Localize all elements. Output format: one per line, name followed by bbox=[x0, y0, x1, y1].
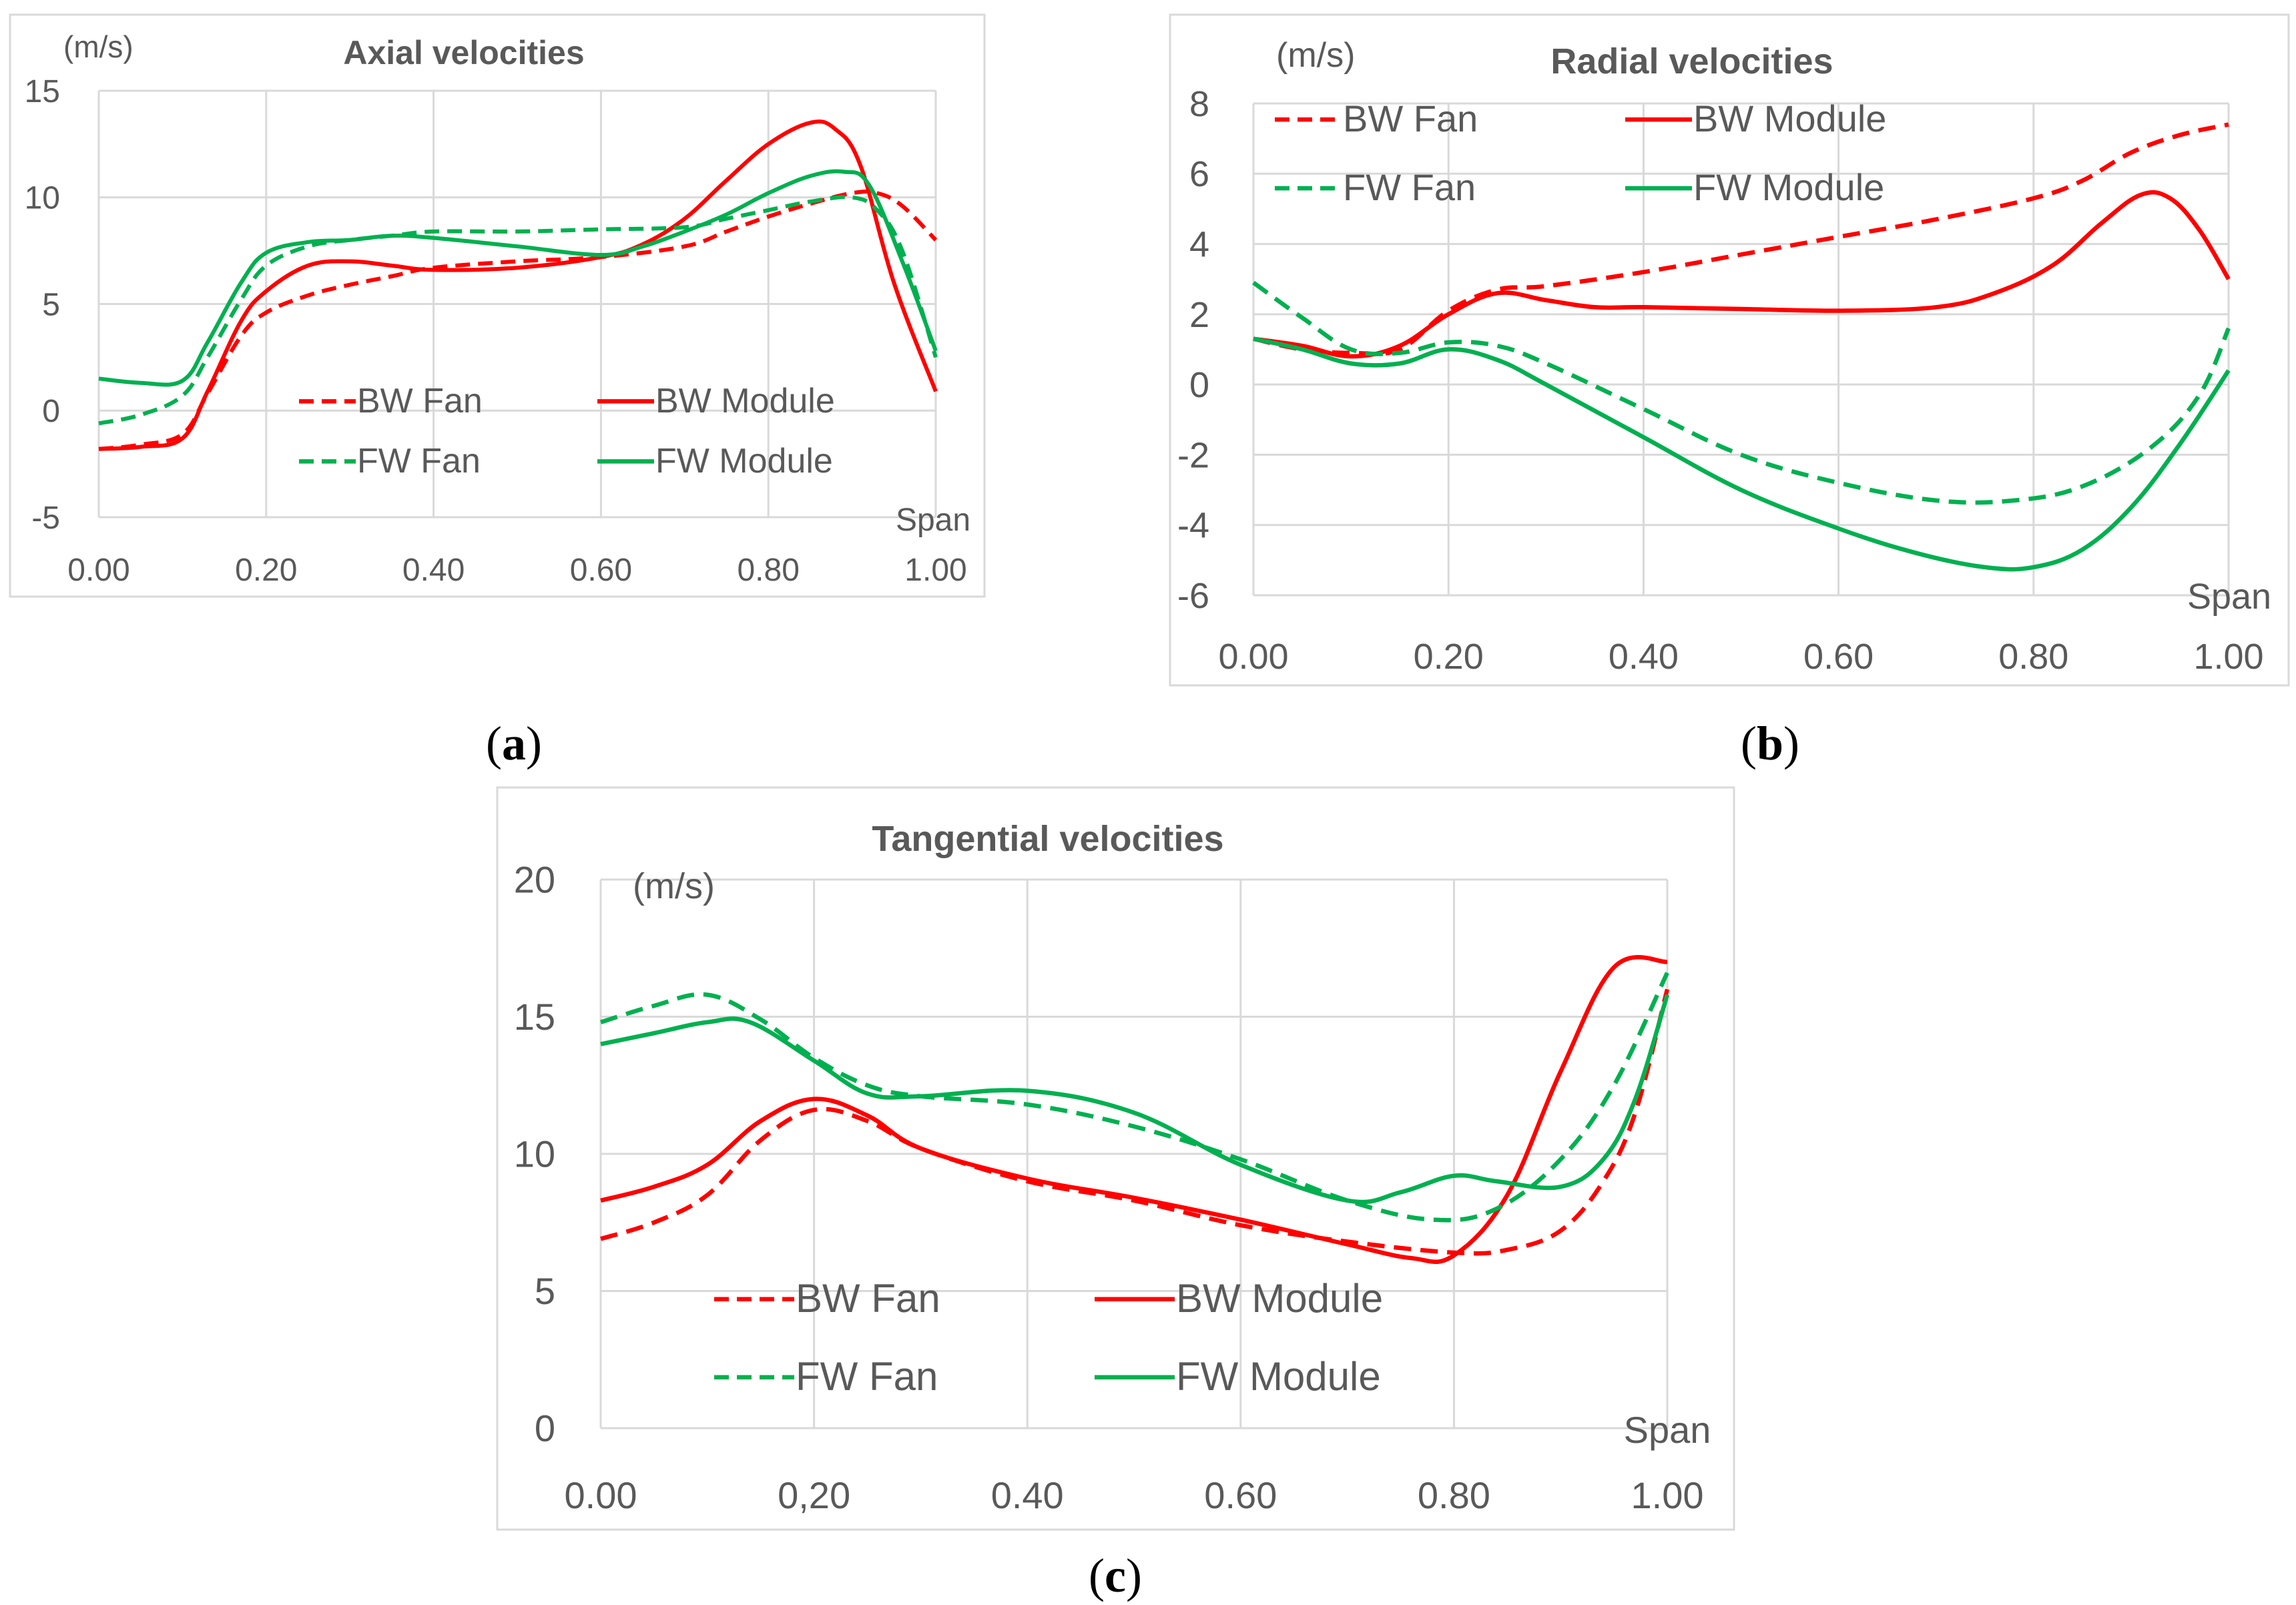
chart-title: Radial velocities bbox=[1550, 41, 1833, 81]
y-tick-label: 10 bbox=[25, 181, 60, 216]
legend-label: BW Fan bbox=[796, 1276, 940, 1321]
legend-label: BW Fan bbox=[357, 382, 483, 420]
series-line-fw-fan bbox=[98, 195, 938, 426]
x-tick-label: 0.20 bbox=[235, 553, 297, 588]
subfigure-label: (c) bbox=[1089, 1549, 1142, 1602]
y-tick-label: 6 bbox=[1189, 154, 1209, 194]
legend-label: FW Module bbox=[1176, 1354, 1381, 1399]
legend-label: BW Module bbox=[1176, 1276, 1383, 1321]
x-tick-label: 0.40 bbox=[1609, 637, 1679, 677]
x-tick-label: 0,20 bbox=[778, 1474, 850, 1516]
y-tick-label: 8 bbox=[1189, 84, 1209, 124]
y-tick-label: 15 bbox=[514, 996, 555, 1038]
x-tick-label: 1.00 bbox=[904, 553, 966, 588]
x-tick-label: 0.80 bbox=[1998, 637, 2068, 677]
x-tick-label: 0.40 bbox=[402, 553, 465, 588]
y-tick-label: -2 bbox=[1177, 435, 1209, 475]
legend-label: FW Fan bbox=[357, 442, 481, 480]
y-tick-label: 2 bbox=[1189, 295, 1209, 335]
series-line-bw-module bbox=[600, 955, 1668, 1265]
series-line-fw-fan bbox=[1252, 280, 2231, 505]
subfigure-label: (b) bbox=[1741, 717, 1799, 770]
legend-label: FW Module bbox=[1693, 166, 1884, 208]
y-tick-label: 0 bbox=[535, 1407, 555, 1450]
legend-label: BW Fan bbox=[1343, 97, 1478, 139]
series-line-fw-module bbox=[600, 994, 1670, 1205]
x-tick-label: 0.40 bbox=[991, 1474, 1064, 1516]
y-tick-label: 0 bbox=[1189, 365, 1209, 405]
series-line-bw-module bbox=[1253, 190, 2231, 359]
chart-title: Tangential velocities bbox=[872, 819, 1223, 859]
legend-label: FW Module bbox=[655, 442, 833, 480]
y-axis-unit: (m/s) bbox=[1276, 36, 1355, 75]
x-tick-label: 0.00 bbox=[565, 1474, 637, 1516]
y-tick-label: 20 bbox=[514, 859, 555, 901]
x-tick-label: 0.00 bbox=[67, 553, 129, 588]
series-line-fw-fan bbox=[600, 972, 1669, 1223]
chart-title: Axial velocities bbox=[343, 34, 584, 71]
chart-c: 0 5 10 15 20 0.00 0,20 0.40 0.60 0.80 1.00 Tangenti… bbox=[496, 786, 1735, 1602]
x-tick-label: 1.00 bbox=[1631, 1474, 1704, 1516]
chart-b: -6 -4 -2 0 2 4 6 8 0.00 0.20 0.40 0.60 0.80 1.00 Radia… bbox=[1169, 13, 2290, 770]
y-axis-unit: (m/s) bbox=[63, 29, 133, 64]
y-axis-unit: (m/s) bbox=[633, 866, 715, 906]
x-axis-label: Span bbox=[2187, 577, 2271, 617]
legend-label: BW Module bbox=[1693, 97, 1886, 139]
y-tick-label: -5 bbox=[31, 501, 60, 536]
x-tick-label: 0.80 bbox=[737, 553, 799, 588]
series-line-bw-fan bbox=[600, 988, 1670, 1256]
y-tick-label: -6 bbox=[1177, 576, 1209, 616]
y-tick-label: 5 bbox=[535, 1270, 555, 1312]
x-tick-label: 0.00 bbox=[1218, 637, 1288, 677]
x-axis-label: Span bbox=[896, 503, 970, 538]
x-tick-label: 0.60 bbox=[1204, 1474, 1277, 1516]
legend-label: FW Fan bbox=[1343, 166, 1476, 208]
chart-a: -5 0 5 10 15 0.00 0.20 0.40 0.60 0.80 1.00 Axial ve… bbox=[9, 13, 986, 770]
chart-frame bbox=[9, 13, 986, 598]
y-tick-label: -4 bbox=[1177, 506, 1209, 546]
y-tick-label: 10 bbox=[514, 1133, 555, 1175]
x-axis-label: Span bbox=[1624, 1409, 1711, 1451]
legend-label: FW Fan bbox=[796, 1354, 938, 1399]
x-tick-label: 0.20 bbox=[1414, 637, 1484, 677]
series-line-fw-module bbox=[98, 169, 938, 387]
series-line-bw-module bbox=[98, 119, 938, 451]
y-tick-label: 4 bbox=[1189, 224, 1209, 264]
x-tick-label: 0.80 bbox=[1418, 1474, 1490, 1516]
y-tick-label: 0 bbox=[42, 394, 60, 429]
x-tick-label: 0.60 bbox=[1803, 637, 1874, 677]
subfigure-label: (a) bbox=[486, 717, 542, 770]
legend-label: BW Module bbox=[655, 382, 835, 420]
x-tick-label: 0.60 bbox=[570, 553, 632, 588]
series-line-fw-module bbox=[1253, 336, 2231, 572]
chart-frame bbox=[496, 786, 1735, 1531]
x-tick-label: 1.00 bbox=[2193, 637, 2263, 677]
y-tick-label: 5 bbox=[42, 287, 60, 322]
y-tick-label: 15 bbox=[25, 74, 60, 109]
